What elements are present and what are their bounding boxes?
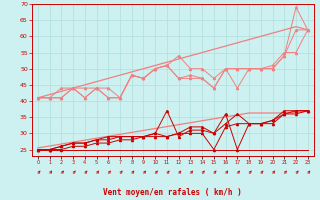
Text: Vent moyen/en rafales ( km/h ): Vent moyen/en rafales ( km/h ) xyxy=(103,188,242,197)
